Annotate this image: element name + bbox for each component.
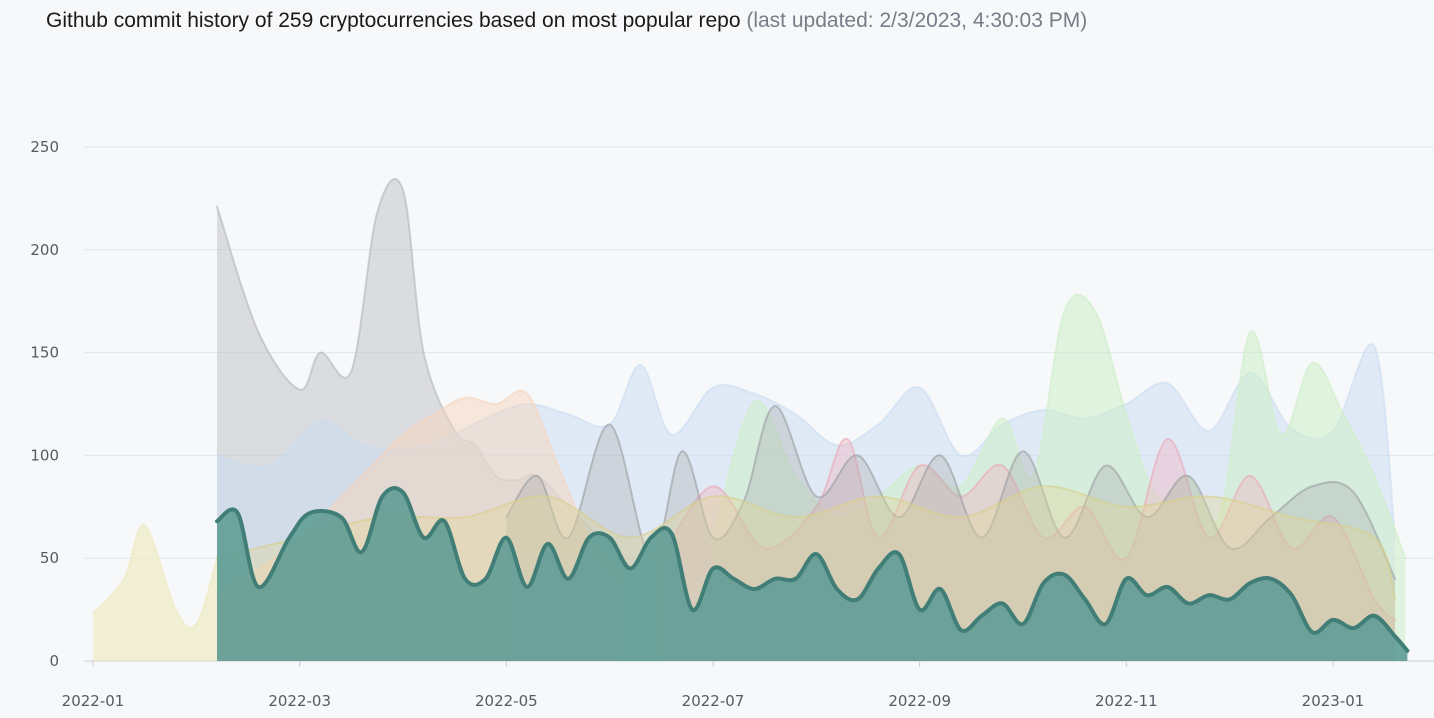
series-area-teal-main xyxy=(217,488,1408,661)
y-axis: 0 50 100 150 200 250 xyxy=(30,138,59,670)
x-tick-label: 2022-05 xyxy=(475,692,538,710)
series-line-light-yellow-early xyxy=(92,524,218,629)
chart-title-main: Github commit history of 259 cryptocurre… xyxy=(46,9,747,32)
y-tick-label: 100 xyxy=(30,446,59,464)
series-line-pink xyxy=(660,437,1396,621)
y-tick-label: 200 xyxy=(30,241,59,259)
chart-series xyxy=(92,177,1410,661)
series-line-khaki xyxy=(216,485,1396,601)
x-axis: 2022-01 2022-03 2022-05 2022-07 2022-09 2022-… xyxy=(62,661,1365,710)
x-tick-label: 2022-09 xyxy=(888,692,951,710)
y-tick-label: 50 xyxy=(40,549,59,567)
last-updated-value: 2/3/2023, 4:30:03 PM xyxy=(879,9,1081,32)
x-tick-label: 2022-01 xyxy=(62,692,125,710)
last-updated-label: (last updated: 2/3/2023, 4:30:03 PM) xyxy=(746,9,1087,32)
series-area-light-yellow-early xyxy=(93,524,217,661)
series-line-dark-gray xyxy=(505,405,1396,580)
y-tick-label: 150 xyxy=(30,344,59,362)
series-line-light-green xyxy=(712,293,1407,560)
y-tick-label: 250 xyxy=(30,138,59,156)
last-updated-prefix: (last updated: xyxy=(746,9,880,32)
y-tick-label: 0 xyxy=(49,652,59,670)
x-tick-label: 2022-03 xyxy=(268,692,331,710)
x-tick-label: 2022-07 xyxy=(682,692,745,710)
x-tick-label: 2023-01 xyxy=(1302,692,1365,710)
series-line-teal-main xyxy=(215,486,1410,653)
x-tick-label: 2022-11 xyxy=(1095,692,1158,710)
chart-title: Github commit history of 259 cryptocurre… xyxy=(46,8,1087,34)
last-updated-suffix: ) xyxy=(1080,9,1088,32)
